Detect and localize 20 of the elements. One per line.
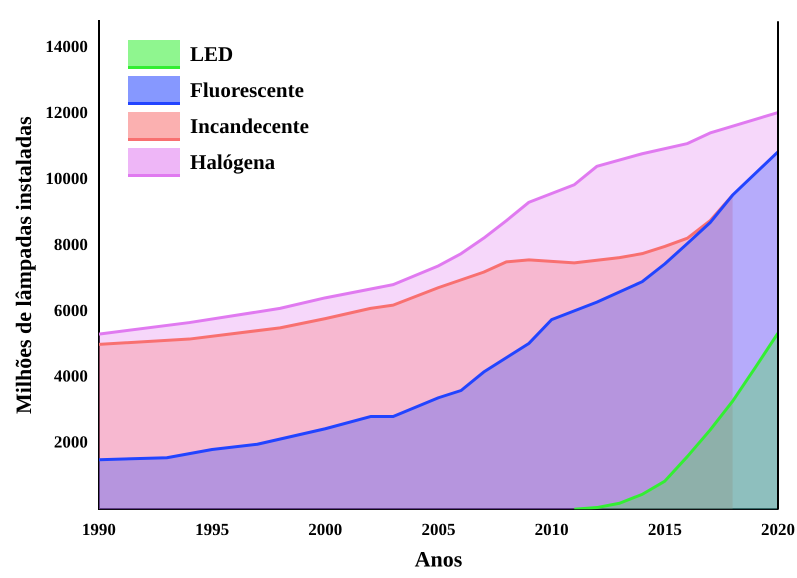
y-tick-label: 2000 — [54, 432, 88, 452]
y-tick-label: 6000 — [54, 300, 88, 320]
y-axis-title: Milhões de lâmpadas instaladas — [10, 116, 36, 414]
legend-label: LED — [190, 42, 234, 66]
x-axis-title: Anos — [414, 546, 463, 572]
x-tick-label: 2010 — [534, 520, 569, 539]
x-tick-label: 2015 — [648, 520, 682, 539]
legend-label: Incandecente — [190, 114, 309, 138]
y-tick-label: 10000 — [45, 168, 88, 188]
x-tick-label: 1995 — [195, 520, 230, 539]
x-tick-label: 2020 — [761, 520, 795, 539]
y-tick-label: 8000 — [54, 234, 88, 254]
legend-label: Halógena — [190, 150, 276, 174]
x-tick-label: 2005 — [421, 520, 456, 539]
x-tick-label: 2000 — [308, 520, 342, 539]
x-tick-label: 1990 — [82, 520, 116, 539]
y-tick-label: 14000 — [45, 36, 88, 56]
y-tick-label: 12000 — [45, 102, 88, 122]
y-tick-label: 4000 — [54, 366, 88, 386]
legend-label: Fluorescente — [190, 78, 304, 102]
